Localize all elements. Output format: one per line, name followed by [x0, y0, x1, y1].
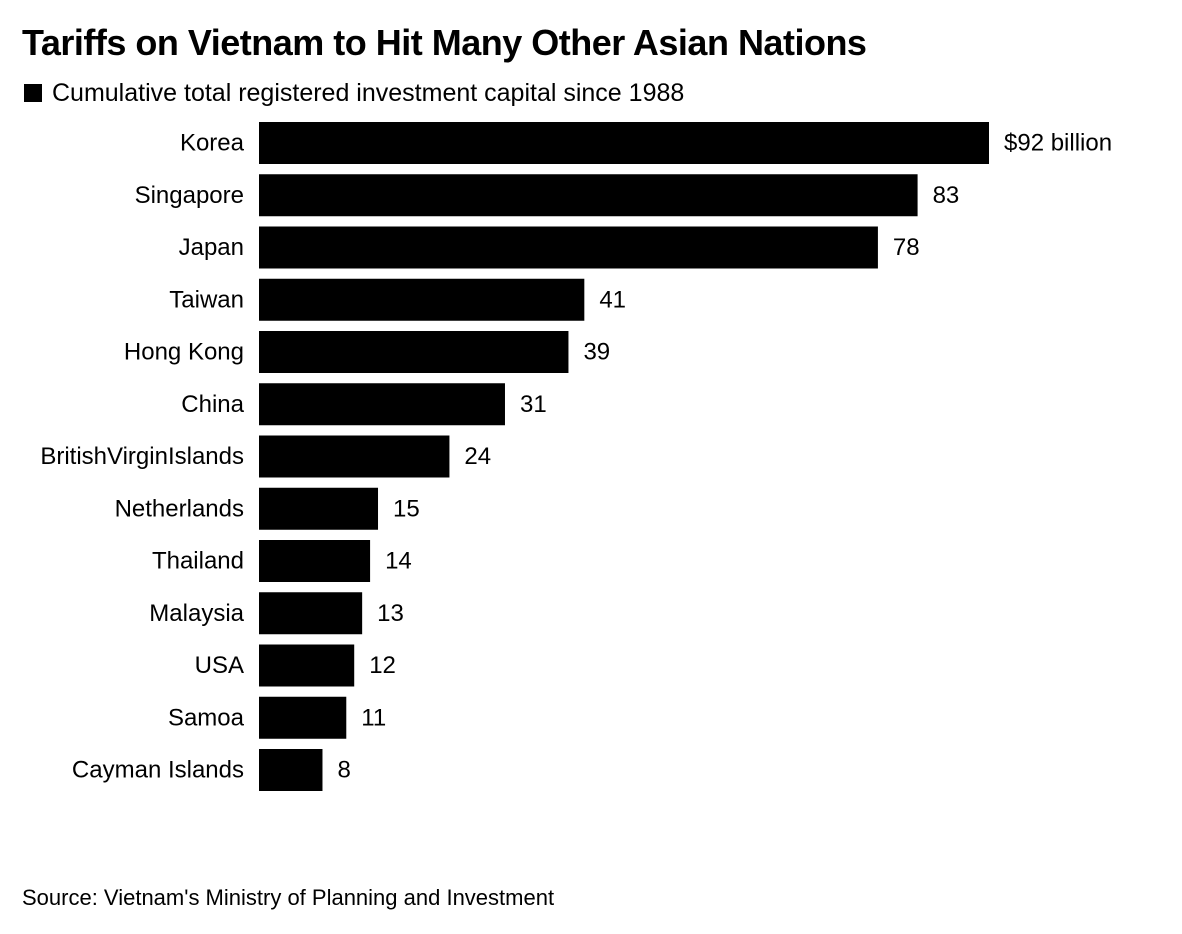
category-label-malaysia: Malaysia	[149, 600, 244, 627]
bar-thailand	[259, 540, 371, 582]
legend-label: Cumulative total registered investment c…	[52, 78, 685, 107]
value-label-cayman-islands: 8	[337, 757, 350, 784]
bar-malaysia	[259, 592, 363, 635]
bar-cayman-islands	[259, 749, 323, 791]
value-label-malaysia: 13	[377, 600, 404, 627]
value-label-usa: 12	[369, 652, 396, 679]
category-label-singapore: Singapore	[135, 182, 244, 209]
bar-china	[259, 383, 505, 426]
category-label-netherlands: Netherlands	[115, 495, 244, 522]
value-label-singapore: 83	[933, 182, 960, 209]
source-note: Source: Vietnam's Ministry of Planning a…	[22, 885, 555, 910]
value-label-japan: 78	[893, 234, 920, 261]
category-label-usa: USA	[195, 652, 244, 679]
value-label-samoa: 11	[361, 704, 386, 731]
value-label-britishvirginislands: 24	[464, 443, 491, 470]
category-label-thailand: Thailand	[152, 548, 244, 575]
bar-taiwan	[259, 278, 585, 321]
bar-britishvirginislands	[259, 435, 450, 478]
bar-korea	[259, 122, 989, 164]
legend-swatch	[24, 84, 42, 102]
bar-japan	[259, 226, 878, 269]
category-label-hong-kong: Hong Kong	[124, 339, 244, 366]
value-label-netherlands: 15	[393, 495, 420, 522]
value-label-china: 31	[520, 391, 547, 418]
bar-hong-kong	[259, 331, 569, 373]
category-label-japan: Japan	[179, 234, 244, 261]
bar-samoa	[259, 696, 347, 739]
value-label-hong-kong: 39	[583, 339, 610, 366]
value-label-taiwan: 41	[599, 286, 626, 313]
category-label-taiwan: Taiwan	[169, 286, 244, 313]
category-label-cayman-islands: Cayman Islands	[72, 757, 244, 784]
value-label-korea: $92 billion	[1004, 130, 1112, 157]
bar-singapore	[259, 174, 918, 217]
bar-usa	[259, 644, 355, 687]
chart-title: Tariffs on Vietnam to Hit Many Other Asi…	[22, 22, 867, 63]
category-label-korea: Korea	[180, 130, 245, 157]
bar-netherlands	[259, 487, 379, 530]
legend: Cumulative total registered investment c…	[24, 79, 684, 107]
value-label-thailand: 14	[385, 548, 412, 575]
category-label-china: China	[181, 391, 244, 418]
category-label-britishvirginislands: BritishVirginIslands	[40, 443, 244, 470]
category-label-samoa: Samoa	[168, 704, 245, 731]
